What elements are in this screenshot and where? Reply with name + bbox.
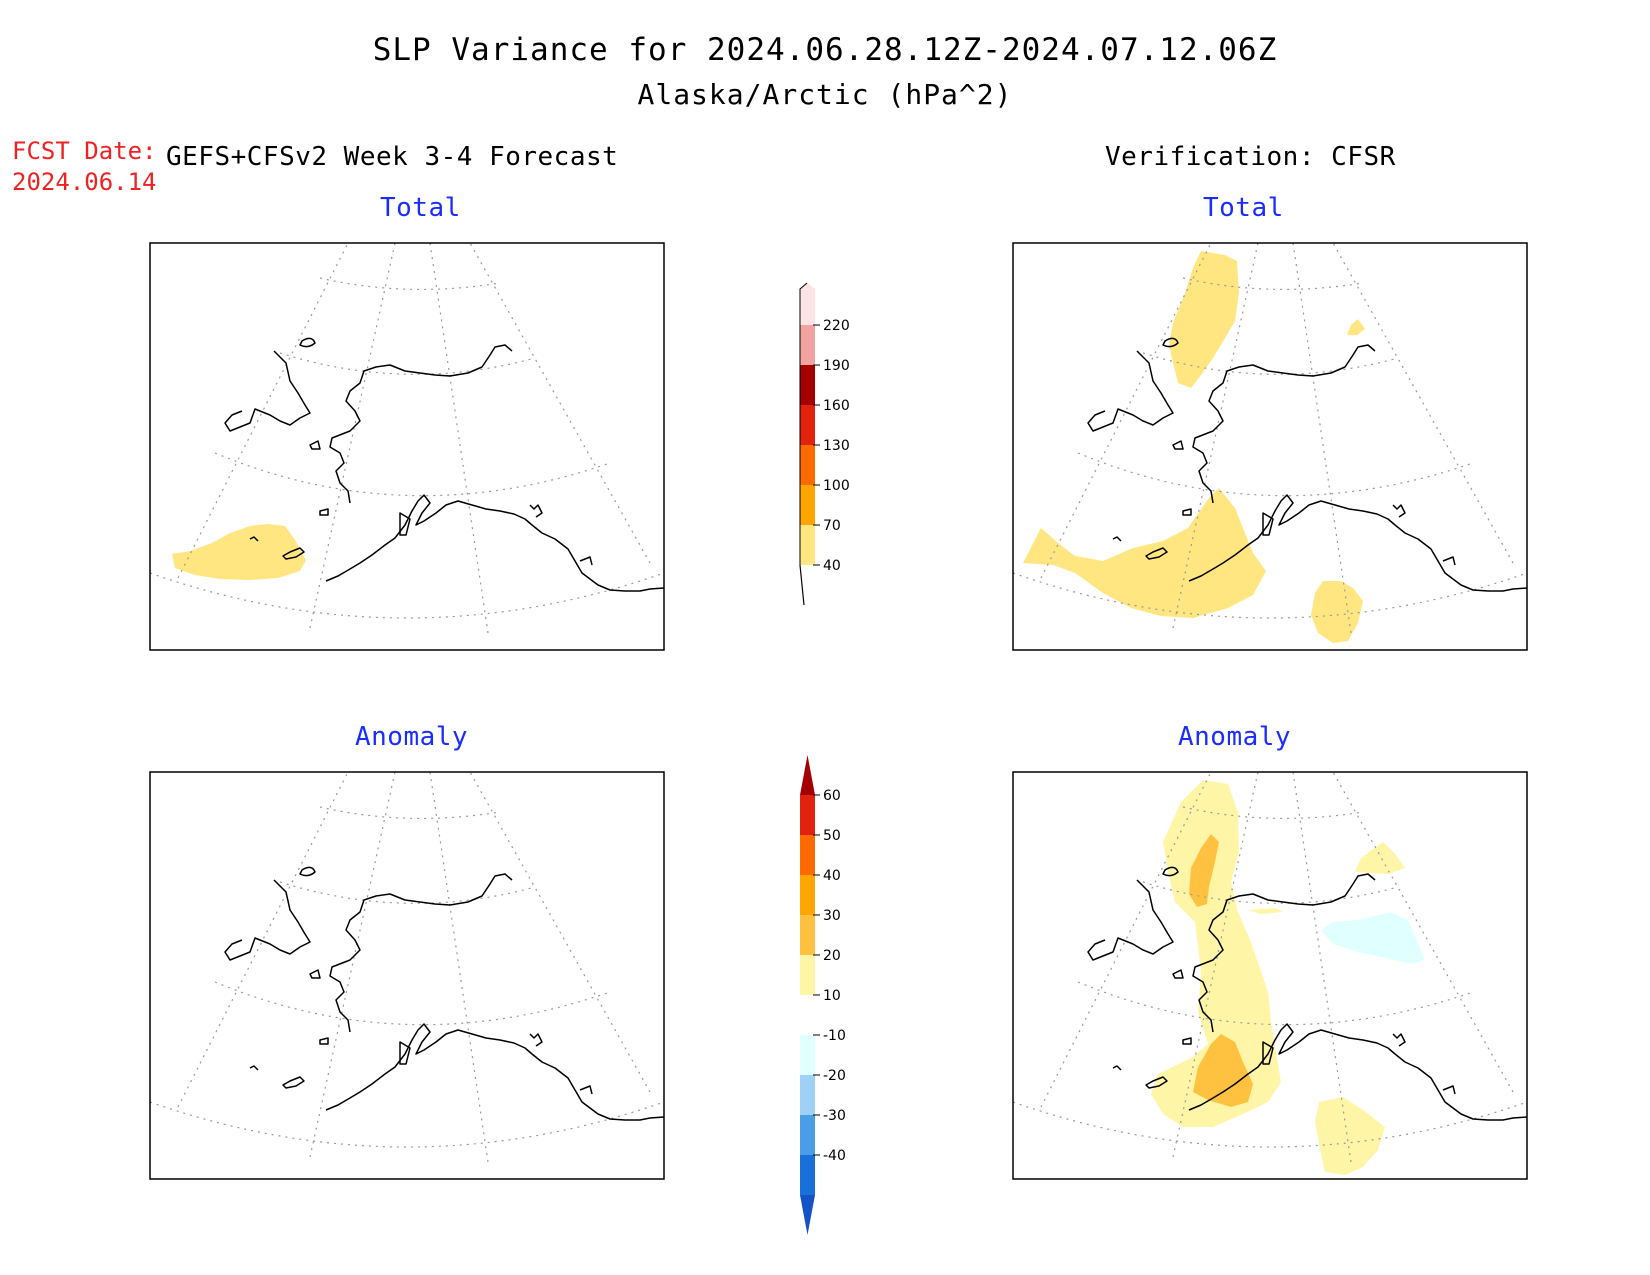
- colorbar-anomaly-segment: [800, 875, 815, 915]
- colorbar-anomaly-label: -10: [823, 1028, 846, 1044]
- panel-frame-verification-total: [1012, 242, 1528, 651]
- colorbar-anomaly-label: -40: [823, 1148, 846, 1164]
- colorbar-anomaly-label: 60: [823, 788, 841, 804]
- contour-fill-verification-anomaly-10-20-sliver: [1248, 908, 1283, 914]
- colorbar-total-outline: [799, 282, 808, 565]
- colorbar-anomaly-segment: [800, 955, 815, 995]
- forecast-column-header: GEFS+CFSv2 Week 3-4 Forecast: [166, 142, 619, 172]
- contour-fill-verification-anomaly-neg10-neg20: [1321, 912, 1425, 964]
- map-forecast-anomaly: [149, 771, 665, 1180]
- contour-fill-verification-anomaly-10-20-se: [1315, 1097, 1385, 1175]
- colorbar-anomaly-segment: [800, 795, 815, 835]
- contour-fill-verification-anomaly-30-40-north: [1189, 834, 1219, 907]
- colorbar-total-segment: [800, 283, 815, 325]
- panel-title-forecast-total: Total: [380, 193, 461, 223]
- contour-fill-verification-total-north: [1169, 251, 1239, 388]
- colorbar-anomaly-segment: [800, 1035, 815, 1075]
- panel-frame-forecast-total: [149, 242, 665, 651]
- map-forecast-total: [149, 242, 665, 651]
- colorbar-anomaly-segment: [800, 835, 815, 875]
- map-verification-total: [1012, 242, 1528, 651]
- panel-title-verification-total: Total: [1203, 193, 1284, 223]
- colorbar-anomaly-top-arrow: [800, 755, 815, 795]
- chart-title: SLP Variance for 2024.06.28.12Z-2024.07.…: [372, 32, 1278, 68]
- colorbar-total-label: 220: [823, 318, 850, 334]
- colorbar-total-label: 160: [823, 398, 850, 414]
- fcst-date-label: FCST Date:: [12, 137, 157, 165]
- colorbar-total-segment: [800, 525, 815, 565]
- colorbar-total-segment: [800, 405, 815, 445]
- colorbar-anomaly-segment: [800, 995, 815, 1035]
- colorbar-total-segment: [800, 325, 815, 365]
- contour-fill-verification-total-south: [1023, 488, 1266, 618]
- colorbar-total-segment: [800, 485, 815, 525]
- colorbar-anomaly-label: 40: [823, 868, 841, 884]
- colorbar-anomaly-bottom-arrow: [800, 1195, 815, 1235]
- colorbar-total-label: 100: [823, 478, 850, 494]
- panel-frame-forecast-anomaly: [149, 771, 665, 1180]
- colorbar-anomaly-segment: [800, 1115, 815, 1155]
- colorbar-anomaly-label: -30: [823, 1108, 846, 1124]
- colorbar-anomaly-label: 10: [823, 988, 841, 1004]
- contour-fill-verification-anomaly-10-20-main: [1151, 780, 1281, 1127]
- panel-frame-verification-anomaly: [1012, 771, 1528, 1180]
- contour-fill-forecast-total-40-70: [172, 524, 306, 580]
- colorbar-total-label: 190: [823, 358, 850, 374]
- fcst-date-value: 2024.06.14: [12, 168, 157, 196]
- colorbar-total-segment: [800, 365, 815, 405]
- contour-fill-verification-total-se: [1311, 581, 1363, 643]
- colorbar-anomaly-label: 30: [823, 908, 841, 924]
- map-verification-anomaly: [1012, 771, 1528, 1180]
- contour-fill-verification-anomaly-30-40-south: [1193, 1034, 1253, 1107]
- colorbar-anomaly-label: 20: [823, 948, 841, 964]
- panel-title-verification-anomaly: Anomaly: [1178, 722, 1292, 752]
- colorbar-total: 40 70 100 130 160 190 220: [799, 282, 850, 606]
- colorbar-anomaly-label: -20: [823, 1068, 846, 1084]
- verification-column-header: Verification: CFSR: [1105, 142, 1396, 172]
- contour-fill-verification-anomaly-10-20-ne: [1355, 842, 1405, 874]
- colorbar-anomaly-label: 50: [823, 828, 841, 844]
- colorbar-total-label: 130: [823, 438, 850, 454]
- colorbar-anomaly-segment: [800, 915, 815, 955]
- chart-subtitle: Alaska/Arctic (hPa^2): [637, 78, 1013, 111]
- colorbar-anomaly: 60 50 40 30 20 10 -10 -20 -30 -40: [800, 755, 846, 1235]
- colorbar-total-lower-tail: [799, 564, 805, 606]
- panel-title-forecast-anomaly: Anomaly: [355, 722, 469, 752]
- colorbar-total-label: 40: [823, 558, 841, 574]
- colorbar-total-label: 70: [823, 518, 841, 534]
- contour-fill-verification-total-nw-small: [1347, 319, 1365, 335]
- colorbar-anomaly-segment: [800, 1075, 815, 1115]
- colorbar-anomaly-segment: [800, 1155, 815, 1195]
- colorbar-total-segment: [800, 445, 815, 485]
